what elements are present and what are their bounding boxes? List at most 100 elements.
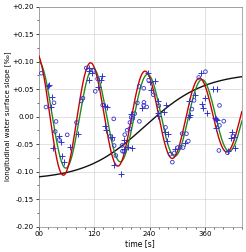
- Point: [203, 70, 207, 74]
- Point: [128, 120, 132, 124]
- Point: [145, 105, 149, 109]
- Point: [231, 134, 235, 138]
- Point: [133, 112, 137, 116]
- Point: [131, 116, 135, 120]
- Point: [166, 132, 170, 136]
- Point: [172, 151, 176, 155]
- Point: [186, 139, 190, 143]
- Point: [88, 66, 92, 70]
- Point: [217, 148, 221, 152]
- Point: [152, 93, 155, 97]
- Point: [120, 143, 124, 147]
- Point: [176, 146, 180, 150]
- Point: [99, 78, 103, 82]
- Point: [215, 87, 219, 91]
- Point: [47, 83, 51, 87]
- Point: [156, 114, 160, 118]
- Point: [230, 130, 234, 134]
- Point: [226, 151, 230, 155]
- Point: [39, 71, 43, 75]
- Point: [184, 132, 188, 136]
- Point: [130, 146, 134, 150]
- Point: [46, 84, 50, 88]
- Point: [129, 112, 133, 116]
- Point: [75, 120, 78, 124]
- Point: [162, 110, 166, 114]
- Point: [200, 102, 204, 106]
- Point: [199, 71, 203, 75]
- Point: [90, 71, 94, 75]
- Point: [129, 115, 133, 119]
- Point: [93, 89, 97, 93]
- Point: [103, 124, 107, 128]
- Point: [105, 105, 109, 109]
- Point: [156, 99, 160, 103]
- Point: [62, 160, 66, 164]
- Point: [187, 99, 191, 103]
- Point: [168, 152, 172, 156]
- Point: [108, 134, 112, 138]
- Point: [68, 145, 72, 149]
- Point: [137, 84, 141, 88]
- Point: [128, 127, 132, 131]
- Point: [215, 118, 219, 122]
- Point: [87, 78, 91, 82]
- Y-axis label: longitudinal water surface slope [‰]: longitudinal water surface slope [‰]: [4, 52, 11, 181]
- Point: [157, 104, 161, 108]
- Point: [123, 133, 127, 137]
- Point: [125, 128, 129, 132]
- X-axis label: time [s]: time [s]: [125, 239, 155, 248]
- Point: [183, 141, 187, 145]
- Point: [148, 80, 152, 84]
- Point: [60, 154, 64, 158]
- Point: [121, 149, 124, 153]
- Point: [217, 103, 221, 107]
- Point: [112, 117, 116, 121]
- Point: [84, 66, 88, 70]
- Point: [188, 113, 192, 117]
- Point: [112, 144, 116, 148]
- Point: [53, 130, 57, 134]
- Point: [52, 101, 56, 105]
- Point: [103, 104, 107, 108]
- Point: [138, 119, 141, 123]
- Point: [59, 140, 62, 144]
- Point: [214, 127, 218, 131]
- Point: [49, 105, 53, 109]
- Point: [232, 135, 236, 139]
- Point: [112, 163, 116, 167]
- Point: [119, 172, 123, 176]
- Point: [126, 145, 130, 149]
- Point: [140, 106, 144, 110]
- Point: [180, 132, 184, 136]
- Point: [142, 86, 146, 90]
- Point: [187, 115, 191, 119]
- Point: [227, 149, 231, 153]
- Point: [178, 145, 182, 149]
- Point: [122, 147, 126, 151]
- Point: [170, 160, 174, 164]
- Point: [197, 75, 201, 79]
- Point: [76, 133, 80, 137]
- Point: [142, 100, 146, 104]
- Point: [57, 134, 61, 138]
- Point: [193, 93, 197, 97]
- Point: [79, 99, 83, 103]
- Point: [163, 130, 167, 134]
- Point: [87, 69, 91, 73]
- Point: [217, 123, 221, 128]
- Point: [181, 145, 185, 149]
- Point: [215, 117, 218, 121]
- Point: [111, 137, 115, 141]
- Point: [123, 138, 126, 142]
- Point: [65, 133, 69, 137]
- Point: [153, 79, 157, 83]
- Point: [104, 128, 108, 132]
- Point: [229, 136, 233, 140]
- Point: [203, 96, 207, 100]
- Point: [233, 146, 237, 150]
- Point: [51, 146, 55, 150]
- Point: [122, 150, 126, 154]
- Point: [100, 74, 104, 78]
- Point: [147, 78, 151, 82]
